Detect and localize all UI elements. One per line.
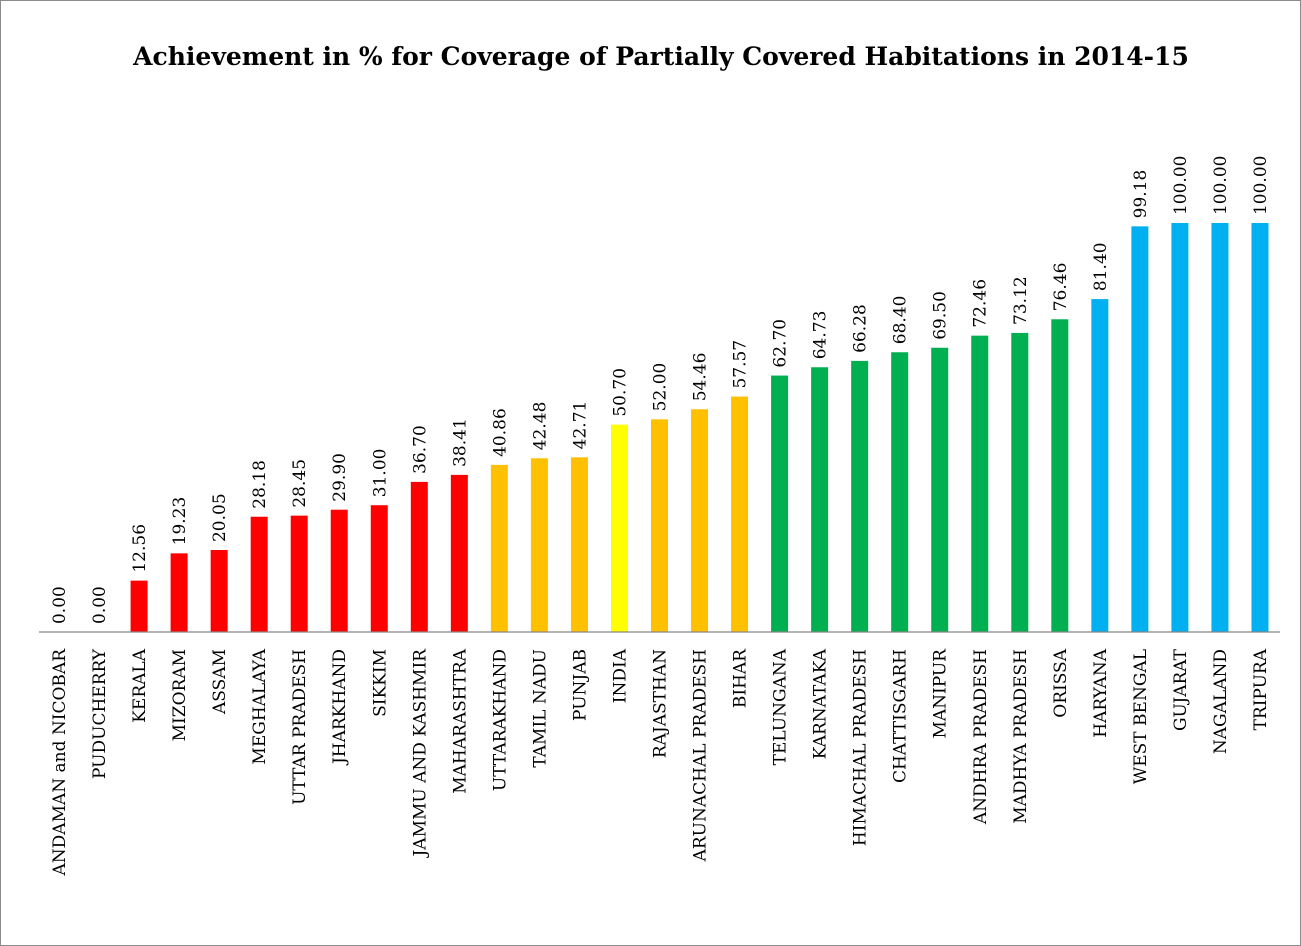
bar-madhya-pradesh bbox=[1011, 332, 1029, 632]
value-label-karnataka: 64.73 bbox=[811, 311, 831, 360]
category-label-kerala: KERALA bbox=[130, 648, 150, 722]
bar-rajasthan bbox=[651, 419, 668, 632]
category-labels-group: ANDAMAN and NICOBAR PUDUCHERRY KERALA MIZOR… bbox=[50, 648, 1271, 877]
value-label-andaman-and-nicobar: 0.00 bbox=[50, 586, 70, 624]
value-label-chattisgarh: 68.40 bbox=[891, 296, 911, 345]
category-label-andaman-and-nicobar: ANDAMAN and NICOBAR bbox=[50, 648, 70, 877]
value-label-jharkhand: 29.90 bbox=[330, 453, 350, 502]
bar-andhra-pradesh bbox=[971, 335, 989, 632]
category-label-madhya-pradesh: MADHYA PRADESH bbox=[1011, 649, 1031, 824]
category-label-telungana: TELUNGANA bbox=[771, 648, 791, 765]
category-label-manipur: MANIPUR bbox=[931, 648, 951, 739]
value-label-kerala: 12.56 bbox=[130, 524, 150, 573]
category-label-andhra-pradesh: ANDHRA PRADESH bbox=[971, 649, 991, 825]
bar-mizoram bbox=[170, 553, 188, 632]
bar-nagaland bbox=[1211, 223, 1229, 632]
category-label-arunachal-pradesh: ARUNACHAL PRADESH bbox=[691, 649, 711, 862]
value-label-gujarat: 100.00 bbox=[1171, 156, 1191, 215]
value-label-manipur: 69.50 bbox=[931, 291, 951, 340]
category-label-tripura: TRIPURA bbox=[1251, 648, 1271, 730]
value-label-madhya-pradesh: 73.12 bbox=[1011, 276, 1031, 325]
category-label-bihar: BIHAR bbox=[731, 648, 751, 708]
bar-maharashtra bbox=[450, 474, 468, 632]
value-label-bihar: 57.57 bbox=[731, 340, 751, 389]
bar-orissa bbox=[1051, 319, 1069, 632]
bar-uttarakhand bbox=[490, 464, 508, 632]
category-label-himachal-pradesh: HIMACHAL PRADESH bbox=[851, 649, 871, 846]
bar-jammu-and-kashmir bbox=[410, 481, 428, 632]
value-label-assam: 20.05 bbox=[210, 493, 230, 542]
bar-himachal-pradesh bbox=[851, 360, 869, 632]
value-label-andhra-pradesh: 72.46 bbox=[971, 279, 991, 328]
category-label-nagaland: NAGALAND bbox=[1211, 649, 1231, 754]
value-label-uttarakhand: 40.86 bbox=[490, 408, 510, 457]
bar-kerala bbox=[130, 580, 148, 632]
bar-india bbox=[610, 424, 628, 632]
value-label-uttar-pradesh: 28.45 bbox=[290, 459, 310, 508]
bar-west-bengal bbox=[1131, 226, 1149, 632]
value-label-maharashtra: 38.41 bbox=[450, 418, 470, 467]
category-label-chattisgarh: CHATTISGARH bbox=[891, 649, 911, 783]
value-label-telungana: 62.70 bbox=[771, 319, 791, 368]
category-label-orissa: ORISSA bbox=[1051, 648, 1071, 717]
value-label-punjab: 42.71 bbox=[570, 401, 590, 450]
bar-tripura bbox=[1251, 223, 1269, 632]
category-label-assam: ASSAM bbox=[210, 649, 230, 715]
category-label-india: INDIA bbox=[610, 648, 630, 703]
category-label-punjab: PUNJAB bbox=[570, 649, 590, 721]
value-label-puducherry: 0.00 bbox=[90, 586, 110, 624]
bar-assam bbox=[210, 550, 228, 632]
value-labels-group: 0.00 0.00 12.56 19.23 20.05 28.18 28.45 29.90 31… bbox=[50, 156, 1271, 624]
value-label-haryana: 81.40 bbox=[1091, 242, 1111, 291]
value-label-nagaland: 100.00 bbox=[1211, 156, 1231, 215]
value-label-mizoram: 19.23 bbox=[170, 497, 190, 546]
bars-group bbox=[130, 223, 1269, 632]
bar-haryana bbox=[1091, 299, 1109, 632]
category-label-puducherry: PUDUCHERRY bbox=[90, 648, 110, 779]
category-label-rajasthan: RAJASTHAN bbox=[651, 649, 671, 758]
bar-gujarat bbox=[1171, 223, 1189, 632]
value-label-jammu-and-kashmir: 36.70 bbox=[410, 425, 430, 474]
bar-uttar-pradesh bbox=[290, 515, 308, 632]
category-label-karnataka: KARNATAKA bbox=[811, 648, 831, 759]
value-label-meghalaya: 28.18 bbox=[250, 460, 270, 509]
chart-title: Achievement in % for Coverage of Partial… bbox=[133, 42, 1189, 71]
value-label-sikkim: 31.00 bbox=[370, 449, 390, 498]
category-label-tamil-nadu: TAMIL NADU bbox=[530, 649, 550, 768]
value-label-india: 50.70 bbox=[610, 368, 630, 417]
value-label-tamil-nadu: 42.48 bbox=[530, 402, 550, 451]
bar-arunachal-pradesh bbox=[691, 409, 709, 632]
bar-tamil-nadu bbox=[530, 458, 548, 632]
category-label-uttarakhand: UTTARAKHAND bbox=[490, 649, 510, 791]
category-label-haryana: HARYANA bbox=[1091, 648, 1111, 737]
value-label-west-bengal: 99.18 bbox=[1131, 170, 1151, 219]
bar-manipur bbox=[931, 347, 949, 632]
value-label-arunachal-pradesh: 54.46 bbox=[691, 353, 711, 402]
bar-punjab bbox=[570, 457, 588, 632]
bar-karnataka bbox=[811, 367, 829, 632]
value-label-rajasthan: 52.00 bbox=[651, 363, 671, 412]
category-label-jammu-and-kashmir: JAMMU AND KASHMIR bbox=[410, 648, 430, 859]
bar-meghalaya bbox=[250, 516, 268, 632]
category-label-uttar-pradesh: UTTAR PRADESH bbox=[290, 649, 310, 805]
category-label-maharashtra: MAHARASHTRA bbox=[450, 648, 470, 793]
category-label-mizoram: MIZORAM bbox=[170, 649, 190, 741]
bar-bihar bbox=[731, 396, 749, 632]
bar-jharkhand bbox=[330, 509, 348, 632]
bar-telungana bbox=[771, 375, 789, 632]
category-label-meghalaya: MEGHALAYA bbox=[250, 648, 270, 764]
category-label-jharkhand: JHARKHAND bbox=[330, 649, 350, 766]
value-label-orissa: 76.46 bbox=[1051, 263, 1071, 312]
bar-sikkim bbox=[370, 505, 388, 632]
value-label-tripura: 100.00 bbox=[1251, 156, 1271, 215]
category-label-gujarat: GUJARAT bbox=[1171, 648, 1191, 731]
category-label-sikkim: SIKKIM bbox=[370, 649, 390, 717]
value-label-himachal-pradesh: 66.28 bbox=[851, 304, 871, 353]
bar-chattisgarh bbox=[891, 352, 909, 632]
category-label-west-bengal: WEST BENGAL bbox=[1131, 649, 1151, 784]
